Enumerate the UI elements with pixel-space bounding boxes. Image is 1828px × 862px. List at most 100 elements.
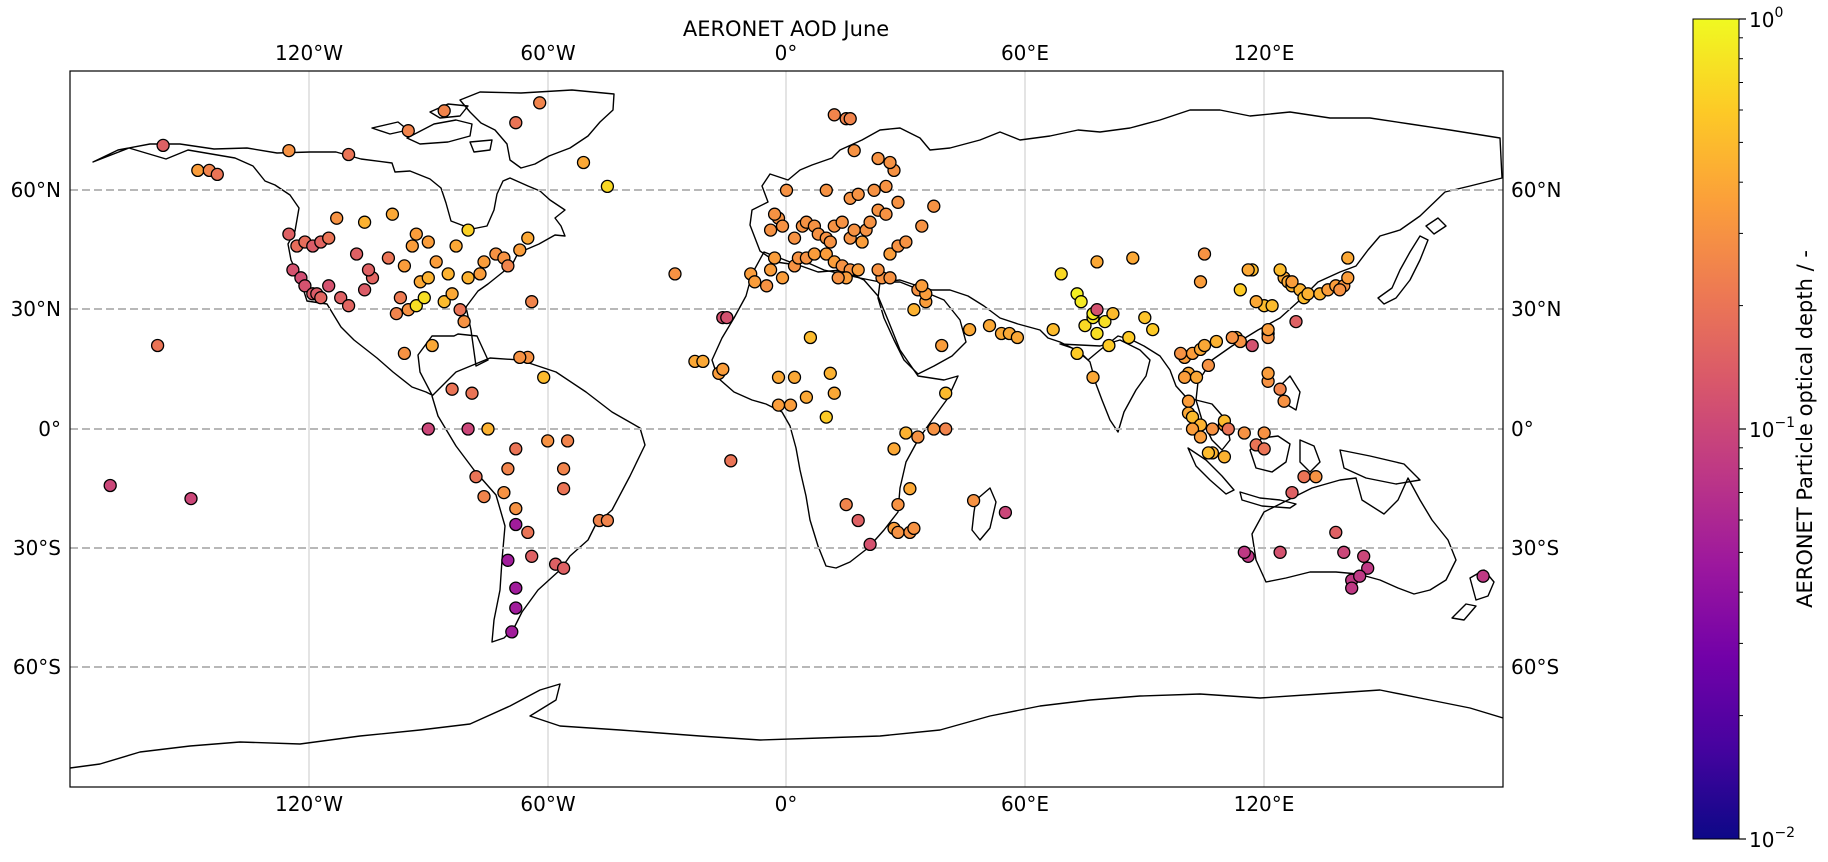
station-marker — [1177, 370, 1192, 384]
station-marker — [867, 183, 881, 197]
station-marker — [1217, 450, 1232, 464]
colorbar-tick-exponent: 0 — [1774, 5, 1783, 21]
map-plot-area — [70, 71, 1503, 787]
colorbar-tick-base: 10 — [1749, 8, 1774, 32]
station-marker — [501, 259, 515, 273]
station-marker — [775, 271, 790, 285]
coastline-greenland — [459, 89, 615, 169]
station-marker — [855, 235, 869, 249]
station-marker — [1189, 370, 1204, 384]
station-marker — [847, 223, 861, 237]
bottom-lon-label: 60°E — [1001, 792, 1049, 816]
station-marker — [1221, 422, 1235, 436]
station-marker — [322, 279, 336, 293]
station-marker — [533, 96, 547, 110]
station-marker — [341, 299, 356, 313]
station-marker — [863, 537, 877, 552]
station-marker — [1245, 338, 1259, 353]
station-marker — [879, 179, 893, 194]
top-lon-labels: 120°W 60°W 0° 60°E 120°E — [275, 41, 1294, 65]
station-marker — [477, 489, 491, 504]
station-marker — [1197, 338, 1212, 353]
left-lat-label: 30°N — [11, 297, 61, 321]
station-marker — [1193, 430, 1208, 444]
station-marker — [891, 195, 905, 209]
station-marker — [807, 247, 822, 261]
colorbar-tick-exponent: −2 — [1774, 825, 1795, 841]
station-marker — [417, 291, 431, 305]
station-marker — [429, 255, 443, 269]
station-marker — [1337, 545, 1351, 559]
station-marker — [341, 147, 356, 162]
station-marker — [1333, 283, 1347, 297]
top-lon-label: 120°E — [1234, 41, 1295, 65]
station-marker — [477, 255, 491, 269]
station-marker — [903, 482, 917, 496]
station-marker — [871, 263, 885, 277]
station-marker — [445, 287, 459, 301]
station-marker — [899, 426, 913, 440]
station-marker — [1086, 370, 1100, 384]
station-marker — [998, 505, 1013, 520]
station-marker — [787, 370, 802, 384]
station-marker — [525, 295, 539, 309]
station-marker — [1070, 346, 1084, 361]
station-marker — [286, 263, 300, 277]
colorbar-ramp — [1692, 18, 1740, 840]
station-marker — [720, 310, 734, 325]
bottom-lon-labels: 120°W 60°W 0° 60°E 120°E — [275, 792, 1294, 816]
station-marker — [322, 231, 336, 245]
station-marker — [1285, 485, 1299, 500]
station-marker — [521, 231, 535, 245]
station-marker — [405, 239, 419, 253]
top-lon-label: 0° — [775, 41, 798, 65]
colorbar-tick-exponent: −1 — [1774, 415, 1795, 431]
station-marker — [481, 422, 495, 436]
colorbar-tick-base: 10 — [1749, 418, 1774, 442]
station-marker — [1285, 275, 1299, 289]
station-marker — [461, 223, 475, 237]
station-marker — [839, 497, 853, 512]
station-marker — [521, 525, 535, 540]
station-marker — [357, 215, 372, 229]
bottom-lon-label: 120°W — [275, 792, 343, 816]
station-marker — [505, 625, 519, 639]
station-marker — [1010, 330, 1025, 345]
station-marker — [831, 271, 845, 285]
station-marker — [823, 366, 837, 380]
station-marker — [847, 143, 861, 158]
station-marker — [827, 386, 841, 400]
station-marker — [927, 199, 941, 213]
station-marker — [962, 322, 977, 337]
station-marker — [537, 370, 551, 384]
station-marker — [696, 354, 710, 369]
station-marker — [1233, 283, 1247, 297]
station-marker — [314, 291, 328, 305]
station-marker — [441, 267, 455, 281]
bottom-lon-label: 60°W — [520, 792, 575, 816]
station-marker — [1357, 549, 1371, 563]
station-marker — [1225, 330, 1239, 345]
station-marker — [927, 422, 941, 436]
station-marker — [1241, 263, 1255, 277]
station-marker — [819, 247, 833, 261]
station-marker — [381, 251, 396, 265]
station-marker — [509, 501, 523, 516]
station-marker — [473, 267, 487, 281]
coastline-japan — [1377, 217, 1447, 305]
station-marker — [437, 295, 451, 309]
station-marker — [1345, 581, 1359, 595]
left-lat-label: 60°N — [11, 178, 61, 202]
station-marker — [759, 279, 774, 293]
station-marker — [576, 155, 591, 170]
station-marker — [767, 251, 782, 265]
station-marker — [330, 211, 344, 225]
station-marker — [150, 338, 165, 353]
coastline-arctic-islands — [371, 103, 493, 153]
left-lat-labels: 60°N 30°N 0° 30°S 60°S — [11, 178, 61, 679]
station-marker — [827, 108, 841, 122]
station-marker — [1193, 275, 1208, 289]
right-lat-label: 60°N — [1511, 178, 1561, 202]
station-marker — [1054, 267, 1068, 281]
station-marker — [469, 470, 483, 484]
